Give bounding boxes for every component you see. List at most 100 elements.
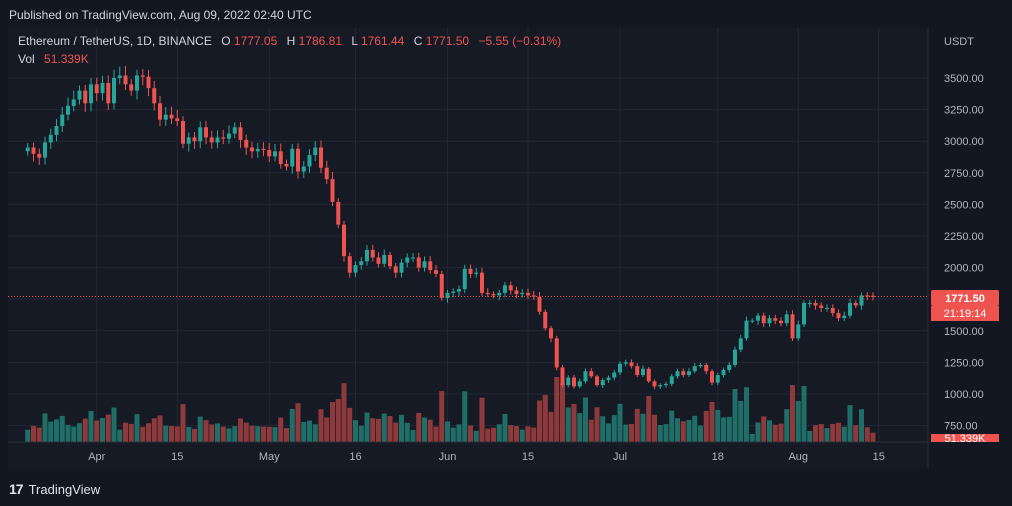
volume-bar — [100, 418, 105, 442]
volume-bar — [525, 426, 531, 442]
candle-body — [641, 368, 645, 376]
tradingview-logo-icon: 17 — [9, 481, 24, 497]
volume-bar — [847, 405, 853, 442]
candle-body — [853, 302, 858, 306]
candle-body — [813, 302, 818, 306]
volume-bar — [502, 414, 508, 442]
tradingview-logo[interactable]: 17 TradingView — [9, 481, 100, 497]
volume-bar — [301, 421, 307, 442]
candle-body — [508, 285, 513, 291]
candle-body — [612, 372, 617, 378]
volume-bar — [42, 413, 48, 442]
candle-body — [89, 84, 93, 104]
volume-bar — [738, 401, 744, 442]
volume-bar — [709, 401, 715, 442]
volume-bar — [772, 424, 778, 442]
volume-bar — [261, 426, 266, 442]
candle-body — [278, 151, 283, 164]
candle-body — [710, 371, 714, 383]
candle-body — [370, 249, 375, 258]
volume-bar — [295, 403, 301, 442]
candle-body — [296, 148, 300, 172]
volume-bar — [801, 385, 807, 442]
candle-body — [802, 302, 806, 325]
candle-body — [71, 99, 76, 106]
volume-badge-value: 51.339K — [945, 433, 987, 445]
candle-body — [169, 114, 174, 119]
volume-bar — [123, 422, 128, 442]
volume-bar — [755, 422, 761, 442]
candle-body — [664, 383, 668, 386]
volume-bar — [59, 415, 65, 442]
volume-bar — [485, 428, 491, 442]
price-tick-label: 3250.00 — [944, 105, 984, 117]
volume-bar — [307, 420, 312, 442]
volume-bar — [531, 427, 537, 442]
volume-bar — [381, 413, 387, 442]
price-tick-label: 1500.00 — [944, 326, 984, 338]
volume-bar — [698, 425, 703, 442]
candle-body — [738, 338, 743, 350]
candle-body — [566, 377, 571, 386]
candle-body — [744, 320, 749, 339]
legend-h-label: H — [287, 34, 296, 48]
volume-bar — [548, 411, 554, 442]
volume-bar — [117, 429, 123, 442]
candle-body — [836, 313, 841, 319]
volume-bar — [749, 434, 755, 442]
volume-bar — [537, 400, 542, 442]
candle-body — [290, 148, 295, 167]
volume-bar — [278, 417, 284, 442]
price-tick-label: 3000.00 — [944, 136, 984, 148]
candle-body — [692, 366, 697, 372]
volume-bar — [31, 425, 36, 442]
candle-body — [411, 257, 415, 259]
countdown-value: 21:19:14 — [944, 308, 987, 320]
volume-bar — [784, 409, 790, 442]
volume-bar — [629, 423, 634, 442]
volume-bar — [807, 431, 813, 442]
candle-body — [681, 371, 686, 376]
volume-bar — [594, 407, 600, 442]
candle-body — [336, 201, 341, 225]
volume-bar — [393, 422, 399, 442]
volume-bar — [652, 414, 657, 442]
candle-body — [181, 120, 185, 144]
volume-bar — [836, 422, 841, 442]
volume-bar — [215, 423, 220, 442]
candle-body — [635, 366, 640, 376]
volume-bar — [134, 414, 140, 442]
footer: 17 TradingView — [0, 472, 1012, 506]
candle-body — [388, 254, 392, 267]
candle-body — [554, 338, 559, 368]
price-candles — [25, 66, 875, 390]
candle-body — [347, 256, 352, 273]
candle-body — [474, 272, 479, 274]
volume-bar — [778, 423, 784, 442]
volume-bar — [353, 420, 358, 442]
legend-symbol: Ethereum / TetherUS, 1D, BINANCE — [18, 34, 212, 48]
candlestick-chart[interactable]: USDT 3500.00 3250.00 3000.00 2750.00 2500.00… — [8, 28, 1004, 468]
time-tick-label: 15 — [522, 451, 534, 463]
time-tick-label: 18 — [712, 451, 724, 463]
candle-body — [727, 364, 732, 370]
volume-bar — [853, 425, 859, 442]
candle-body — [451, 291, 456, 293]
candle-body — [715, 375, 720, 383]
candle-body — [830, 308, 835, 314]
candle-body — [221, 137, 226, 139]
volume-bar — [416, 412, 422, 442]
candle-body — [227, 133, 231, 139]
volume-bar — [732, 389, 738, 442]
time-axis-ticks[interactable]: Apr 15 May 16 Jun 15 Jul 18 Aug 15 — [88, 451, 885, 463]
chart-frame[interactable]: USDT 3500.00 3250.00 3000.00 2750.00 2500.00… — [8, 28, 1004, 468]
volume-bar — [266, 426, 272, 442]
candle-body — [549, 328, 553, 339]
volume-bar — [399, 414, 404, 442]
candle-body — [807, 302, 812, 304]
volume-bar — [830, 424, 836, 442]
price-axis-ticks[interactable]: 3500.00 3250.00 3000.00 2750.00 2500.00 2250.… — [944, 73, 984, 433]
legend-change: −5.55 (−0.31%) — [478, 34, 561, 48]
candle-body — [117, 75, 122, 78]
